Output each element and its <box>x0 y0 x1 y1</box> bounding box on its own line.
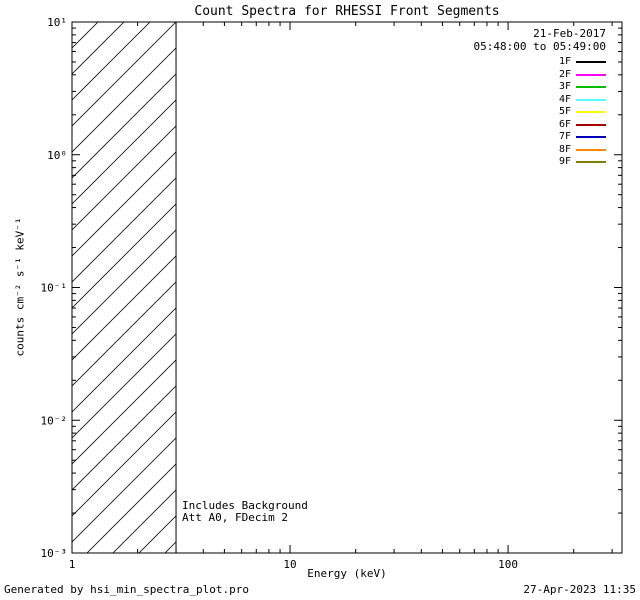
annotation-att-fdecim: Att A0, FDecim 2 <box>182 511 288 524</box>
legend-entry-label: 3F <box>558 81 571 93</box>
y-tick-label: 10⁻¹ <box>41 282 68 295</box>
legend-entry-label: 5F <box>558 106 571 118</box>
y-axis-label: counts cm⁻² s⁻¹ keV⁻¹ <box>13 217 27 357</box>
legend-color-line <box>576 73 606 76</box>
x-tick-label: 100 <box>498 558 518 571</box>
legend-color-line <box>576 98 606 101</box>
legend-date: 21-Feb-2017 <box>533 27 606 40</box>
chart-title: Count Spectra for RHESSI Front Segments <box>194 4 500 19</box>
legend: 21-Feb-2017 05:48:00 to 05:49:00 1F 2F 3F 4… <box>474 27 606 169</box>
legend-color-line <box>576 161 606 164</box>
legend-color-line <box>576 123 606 126</box>
x-axis-label: Energy (keV) <box>307 567 387 580</box>
legend-entry: 9F <box>474 156 606 169</box>
legend-entry-label: 9F <box>558 156 571 168</box>
legend-entry-label: 1F <box>558 56 571 68</box>
legend-entry: 4F <box>474 94 606 107</box>
legend-time-range: 05:48:00 to 05:49:00 <box>473 40 606 53</box>
legend-color-line <box>576 111 606 114</box>
legend-entry: 3F <box>474 81 606 94</box>
legend-entry: 7F <box>474 131 606 144</box>
legend-color-line <box>576 61 606 64</box>
legend-entry: 6F <box>474 119 606 132</box>
x-tick-label: 10 <box>283 558 296 571</box>
legend-entry: 1F <box>474 56 606 69</box>
footer-generator-text: Generated by hsi_min_spectra_plot.pro <box>4 583 250 596</box>
legend-entry: 2F <box>474 69 606 82</box>
legend-color-line <box>576 86 606 89</box>
legend-entry-label: 4F <box>558 93 571 105</box>
annotation-includes-background: Includes Background <box>182 499 308 512</box>
legend-color-line <box>576 136 606 139</box>
legend-entry-label: 7F <box>558 131 571 143</box>
y-tick-label: 10⁰ <box>47 149 67 162</box>
legend-color-line <box>576 148 606 151</box>
x-tick-label: 1 <box>69 558 76 571</box>
legend-entry-label: 8F <box>558 143 571 155</box>
legend-entry: 5F <box>474 106 606 119</box>
legend-entry: 8F <box>474 144 606 157</box>
y-tick-label: 10⁻³ <box>41 547 68 560</box>
y-tick-label: 10⁻² <box>41 414 68 427</box>
y-tick-label: 10¹ <box>47 16 67 29</box>
legend-entry-label: 2F <box>558 68 571 80</box>
hatched-region <box>72 22 177 553</box>
legend-entries: 1F 2F 3F 4F 5F 6F 7F 8F 9F <box>474 56 606 169</box>
footer-timestamp: 27-Apr-2023 11:35 <box>523 583 636 596</box>
legend-entry-label: 6F <box>558 118 571 130</box>
